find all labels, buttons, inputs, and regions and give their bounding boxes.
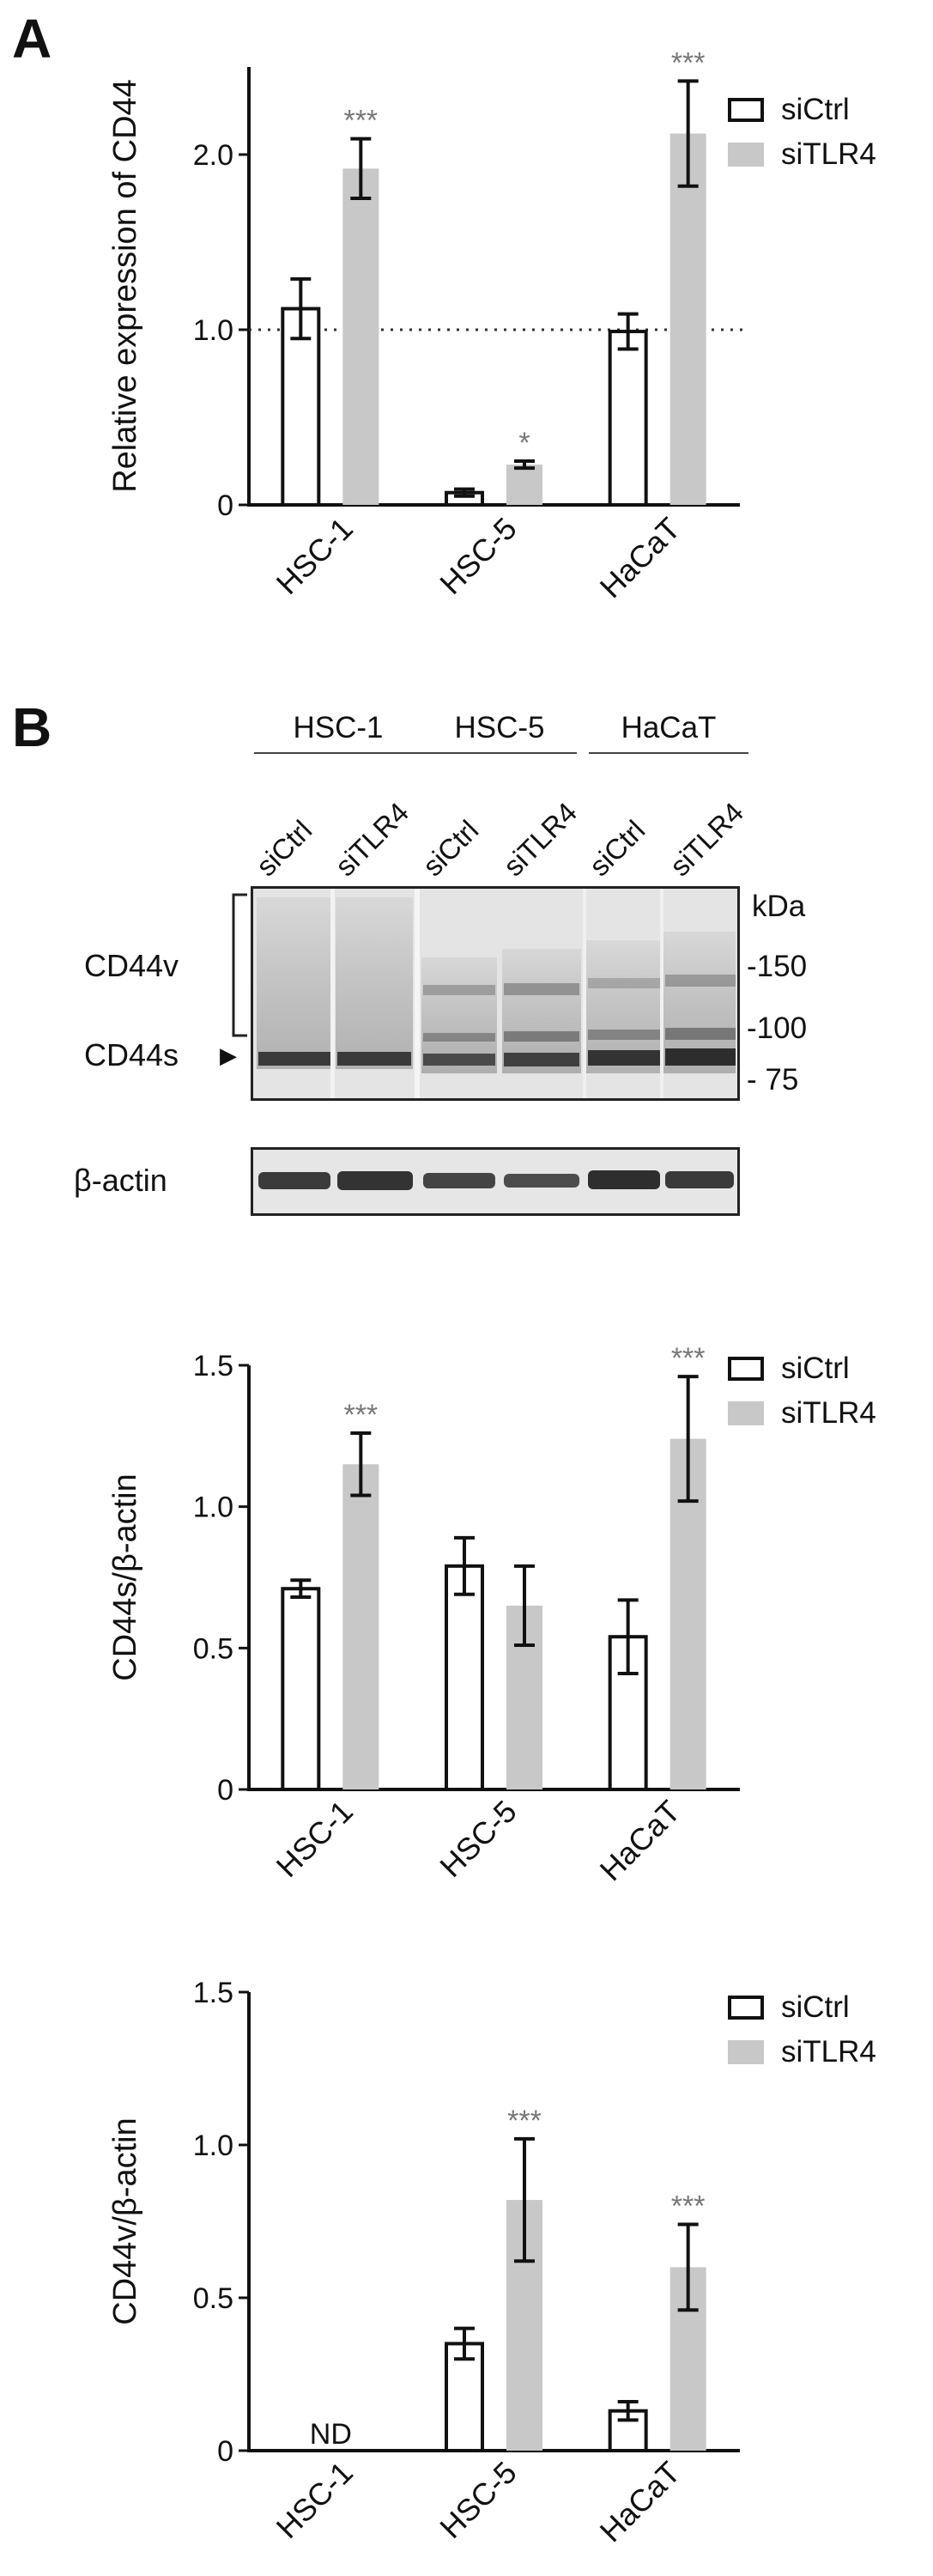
legend-label-sitlr4: siTLR4 [781, 137, 876, 171]
category-label: HaCaT [593, 2455, 688, 2549]
blot-lane-label: siTLR4 [497, 796, 584, 883]
panel-letter-b: B [12, 696, 52, 758]
category-label: HSC-5 [433, 1794, 523, 1884]
legend-item-sictrl: siCtrl [728, 88, 876, 132]
significance-label: * [518, 427, 530, 459]
legend-item-sitlr4: siTLR4 [728, 132, 876, 177]
legend-label-sitlr4: siTLR4 [781, 2035, 876, 2069]
cd44-expression-chart: 0 1.0 2.0 Relative expression of CD44 *** HSC… [107, 46, 748, 605]
y-tick-label: 0.5 [193, 1632, 233, 1665]
significance-label: *** [671, 46, 706, 79]
legend-item-sictrl: siCtrl [728, 1985, 876, 2030]
blot-lane-label: siTLR4 [663, 796, 750, 883]
cd44s-arrow-icon: ▶ [220, 1042, 237, 1068]
legend-label-sitlr4: siTLR4 [781, 1396, 876, 1430]
y-tick-label: 1.0 [193, 314, 233, 347]
blot-lane-label: siCtrl [583, 813, 651, 883]
bar-sitlr4 [342, 1464, 379, 1789]
category-label: HSC-1 [270, 511, 360, 601]
marker-label: -100 [747, 1012, 808, 1045]
legend-chart1: siCtrl siTLR4 [728, 88, 876, 177]
blot-group-label: HSC-5 [454, 711, 545, 744]
kda-label: kDa [752, 890, 806, 923]
blot-lane-label: siCtrl [250, 813, 318, 883]
category-label: HaCaT [593, 1794, 688, 1888]
legend-item-sictrl: siCtrl [728, 1346, 876, 1391]
significance-label: *** [671, 2190, 706, 2223]
legend-label-sictrl: siCtrl [781, 93, 850, 126]
category-label: HSC-1 [270, 2455, 360, 2545]
legend-label-sictrl: siCtrl [781, 1352, 850, 1385]
legend-item-sitlr4: siTLR4 [728, 1391, 876, 1436]
bar-sictrl [608, 330, 648, 507]
y-tick-label: 0 [217, 489, 233, 522]
marker-label: -150 [747, 950, 808, 983]
cd44v-actin-chart: 0 0.5 1.0 1.5 CD44v/β-actin ND HSC-1 *** HSC-5 **… [107, 1977, 740, 2549]
category-label: HSC-1 [270, 1794, 360, 1884]
legend-swatch-sictrl [728, 1357, 764, 1381]
beta-actin-label: β-actin [74, 1163, 167, 1198]
y-tick-label: 0.5 [193, 2282, 233, 2315]
y-axis-label: CD44s/β-actin [107, 1473, 143, 1681]
legend-label-sictrl: siCtrl [781, 1990, 850, 2024]
blot-group-line [254, 752, 422, 754]
bar-sitlr4 [669, 133, 706, 505]
bar-sictrl [281, 1587, 321, 1791]
cd44s-actin-chart: 0 0.5 1.0 1.5 CD44s/β-actin *** HSC-1 HSC-5 *** H… [107, 1342, 740, 1888]
marker-label: - 75 [747, 1063, 799, 1097]
significance-label: *** [343, 1399, 378, 1431]
beta-actin-blot-image [251, 1147, 740, 1216]
blot-lane-label: siCtrl [416, 813, 485, 883]
y-tick-label: 0 [217, 1774, 233, 1807]
y-tick-label: 1.0 [193, 2129, 233, 2162]
y-tick-label: 2.0 [193, 139, 233, 172]
cd44-blot-image [251, 886, 740, 1101]
bar-sitlr4 [506, 465, 542, 505]
legend-chart2: siCtrl siTLR4 [728, 1346, 876, 1436]
category-label: HSC-5 [433, 511, 523, 601]
legend-swatch-sitlr4 [728, 143, 764, 167]
y-tick-label: 1.5 [193, 1977, 233, 2009]
blot-lane-label: siTLR4 [329, 796, 415, 883]
legend-swatch-sictrl [728, 98, 764, 122]
panel-letter-a: A [12, 8, 52, 70]
category-label: HaCaT [593, 511, 688, 605]
y-axis-label: CD44v/β-actin [107, 2117, 143, 2325]
legend-swatch-sictrl [728, 1996, 764, 2020]
y-tick-label: 1.0 [193, 1492, 233, 1524]
blot-group-label: HaCaT [621, 711, 717, 744]
significance-label: *** [343, 105, 378, 137]
y-tick-label: 0 [217, 2435, 233, 2468]
cd44v-bracket [232, 893, 247, 1037]
y-axis-label: Relative expression of CD44 [107, 79, 143, 493]
cd44s-label: CD44s [84, 1037, 179, 1072]
legend-chart3: siCtrl siTLR4 [728, 1985, 876, 2075]
category-label: HSC-5 [433, 2455, 523, 2545]
legend-item-sitlr4: siTLR4 [728, 2030, 876, 2075]
significance-label: *** [671, 1342, 706, 1375]
blot-group-line [589, 752, 748, 754]
significance-label: *** [507, 2105, 542, 2137]
bar-sictrl [445, 1564, 484, 1791]
bar-sitlr4 [342, 168, 379, 505]
cd44v-label: CD44v [84, 948, 179, 983]
y-tick-label: 1.5 [193, 1350, 233, 1382]
blot-group-line [422, 752, 577, 754]
legend-swatch-sitlr4 [728, 1401, 764, 1425]
legend-swatch-sitlr4 [728, 2040, 764, 2064]
nd-label: ND [310, 2418, 352, 2451]
blot-group-label: HSC-1 [293, 711, 384, 744]
